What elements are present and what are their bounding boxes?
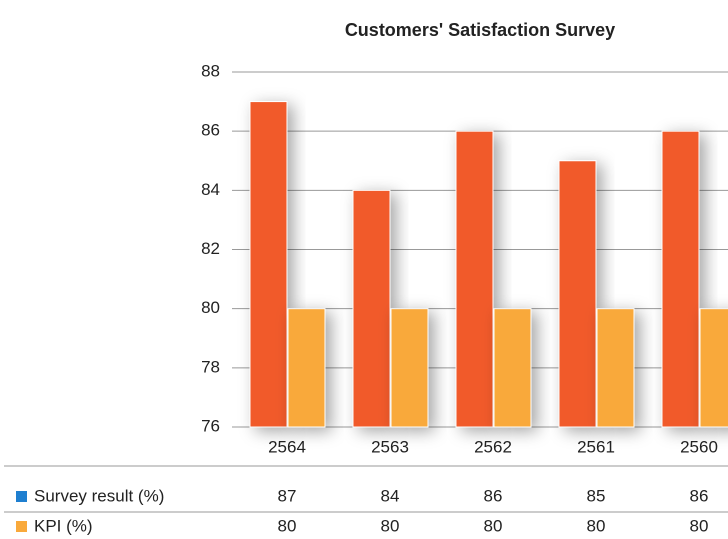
table-value: 86 [690,486,709,505]
legend-swatch [16,521,27,532]
table-value: 80 [484,516,503,535]
y-tick-label: 88 [201,61,220,80]
bar [390,308,429,428]
table-value: 85 [587,486,606,505]
legend-label: Survey result (%) [34,486,164,505]
y-tick-label: 78 [201,357,220,376]
y-tick-label: 84 [201,180,220,199]
bar [287,308,326,428]
legend-swatch [16,491,27,502]
bar [249,101,288,428]
bar [699,308,728,428]
bar [661,130,700,428]
legend-label: KPI (%) [34,516,93,535]
x-tick-label: 2560 [680,437,718,456]
x-tick-label: 2564 [268,437,306,456]
x-tick-label: 2562 [474,437,512,456]
y-tick-label: 86 [201,121,220,140]
bar [596,308,635,428]
table-value: 80 [690,516,709,535]
bar [493,308,532,428]
y-tick-label: 80 [201,298,220,317]
bar [558,160,597,428]
x-tick-label: 2561 [577,437,615,456]
bar [352,189,391,428]
table-value: 80 [381,516,400,535]
table-value: 80 [278,516,297,535]
table-value: 86 [484,486,503,505]
bar [455,130,494,428]
x-tick-label: 2563 [371,437,409,456]
y-tick-label: 76 [201,416,220,435]
y-tick-label: 82 [201,239,220,258]
chart-title: Customers' Satisfaction Survey [345,20,615,40]
table-value: 87 [278,486,297,505]
table-value: 84 [381,486,400,505]
table-value: 80 [587,516,606,535]
